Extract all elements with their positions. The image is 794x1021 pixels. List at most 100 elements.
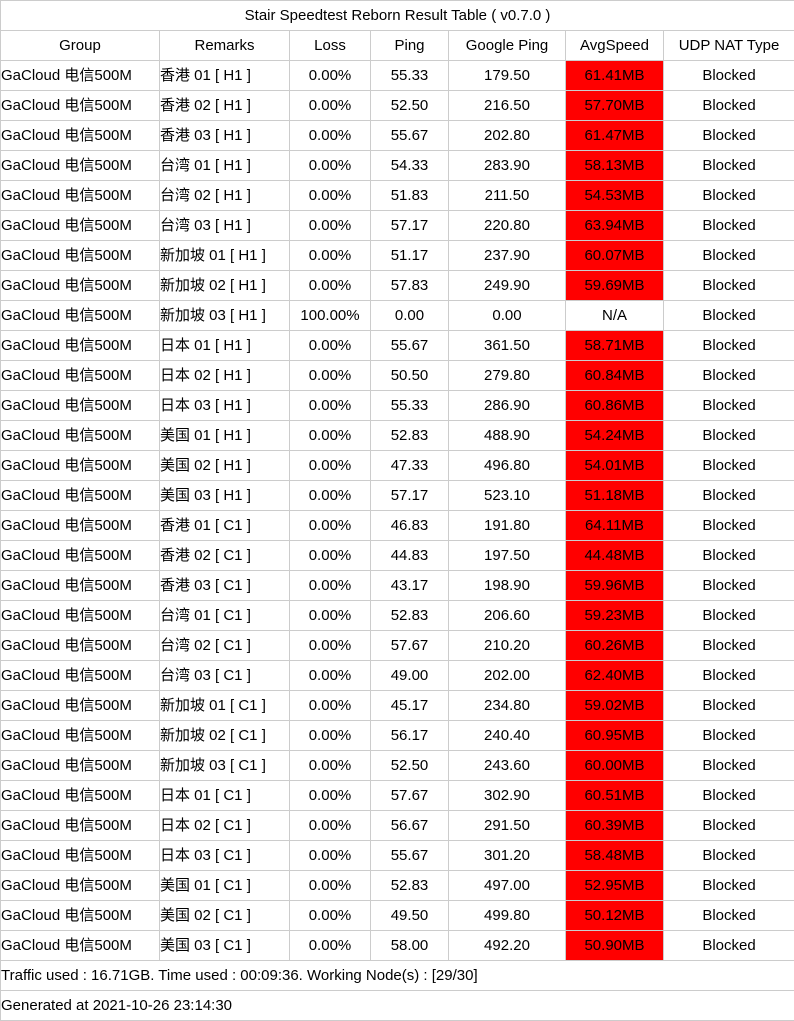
cell-group: GaCloud 电信500M — [1, 391, 160, 421]
cell-ping: 55.67 — [371, 121, 449, 151]
cell-group: GaCloud 电信500M — [1, 541, 160, 571]
cell-avgspeed: N/A — [566, 301, 664, 331]
cell-group: GaCloud 电信500M — [1, 841, 160, 871]
cell-ping: 55.67 — [371, 841, 449, 871]
cell-google-ping: 499.80 — [449, 901, 566, 931]
cell-loss: 0.00% — [290, 841, 371, 871]
title-row: Stair Speedtest Reborn Result Table ( v0… — [1, 1, 794, 31]
cell-remarks: 美国 01 [ C1 ] — [160, 871, 290, 901]
cell-avgspeed: 50.12MB — [566, 901, 664, 931]
traffic-summary: Traffic used : 16.71GB. Time used : 00:0… — [1, 961, 794, 991]
cell-google-ping: 497.00 — [449, 871, 566, 901]
cell-group: GaCloud 电信500M — [1, 871, 160, 901]
cell-avgspeed: 50.90MB — [566, 931, 664, 961]
cell-google-ping: 302.90 — [449, 781, 566, 811]
cell-group: GaCloud 电信500M — [1, 271, 160, 301]
column-header-avg-speed: AvgSpeed — [566, 31, 664, 61]
cell-remarks: 美国 03 [ H1 ] — [160, 481, 290, 511]
cell-group: GaCloud 电信500M — [1, 721, 160, 751]
cell-remarks: 日本 03 [ H1 ] — [160, 391, 290, 421]
cell-google-ping: 198.90 — [449, 571, 566, 601]
cell-google-ping: 283.90 — [449, 151, 566, 181]
cell-avgspeed: 54.01MB — [566, 451, 664, 481]
cell-remarks: 美国 03 [ C1 ] — [160, 931, 290, 961]
cell-udp-nat-type: Blocked — [664, 391, 794, 421]
cell-remarks: 台湾 02 [ H1 ] — [160, 181, 290, 211]
cell-ping: 44.83 — [371, 541, 449, 571]
cell-google-ping: 220.80 — [449, 211, 566, 241]
cell-loss: 0.00% — [290, 121, 371, 151]
cell-udp-nat-type: Blocked — [664, 571, 794, 601]
cell-remarks: 日本 02 [ C1 ] — [160, 811, 290, 841]
cell-loss: 0.00% — [290, 781, 371, 811]
cell-ping: 47.33 — [371, 451, 449, 481]
cell-group: GaCloud 电信500M — [1, 361, 160, 391]
cell-ping: 57.67 — [371, 781, 449, 811]
cell-google-ping: 291.50 — [449, 811, 566, 841]
cell-loss: 0.00% — [290, 391, 371, 421]
cell-avgspeed: 57.70MB — [566, 91, 664, 121]
cell-group: GaCloud 电信500M — [1, 451, 160, 481]
column-header-ping: Ping — [371, 31, 449, 61]
cell-group: GaCloud 电信500M — [1, 661, 160, 691]
cell-google-ping: 197.50 — [449, 541, 566, 571]
cell-ping: 55.67 — [371, 331, 449, 361]
cell-udp-nat-type: Blocked — [664, 121, 794, 151]
cell-remarks: 香港 02 [ C1 ] — [160, 541, 290, 571]
cell-loss: 0.00% — [290, 91, 371, 121]
cell-avgspeed: 58.13MB — [566, 151, 664, 181]
cell-ping: 57.17 — [371, 211, 449, 241]
cell-group: GaCloud 电信500M — [1, 781, 160, 811]
cell-remarks: 台湾 03 [ H1 ] — [160, 211, 290, 241]
cell-group: GaCloud 电信500M — [1, 181, 160, 211]
column-header-google-ping: Google Ping — [449, 31, 566, 61]
cell-google-ping: 216.50 — [449, 91, 566, 121]
cell-avgspeed: 59.23MB — [566, 601, 664, 631]
cell-remarks: 新加坡 01 [ H1 ] — [160, 241, 290, 271]
cell-ping: 45.17 — [371, 691, 449, 721]
cell-udp-nat-type: Blocked — [664, 481, 794, 511]
cell-remarks: 日本 01 [ H1 ] — [160, 331, 290, 361]
cell-group: GaCloud 电信500M — [1, 691, 160, 721]
cell-udp-nat-type: Blocked — [664, 781, 794, 811]
cell-loss: 0.00% — [290, 481, 371, 511]
cell-loss: 0.00% — [290, 151, 371, 181]
cell-remarks: 日本 01 [ C1 ] — [160, 781, 290, 811]
cell-google-ping: 240.40 — [449, 721, 566, 751]
cell-loss: 0.00% — [290, 511, 371, 541]
cell-google-ping: 210.20 — [449, 631, 566, 661]
cell-group: GaCloud 电信500M — [1, 751, 160, 781]
footer-row-generated: Generated at 2021-10-26 23:14:30 — [1, 991, 794, 1021]
cell-avgspeed: 58.48MB — [566, 841, 664, 871]
cell-google-ping: 492.20 — [449, 931, 566, 961]
cell-avgspeed: 59.96MB — [566, 571, 664, 601]
cell-udp-nat-type: Blocked — [664, 751, 794, 781]
cell-avgspeed: 60.26MB — [566, 631, 664, 661]
cell-remarks: 香港 02 [ H1 ] — [160, 91, 290, 121]
cell-udp-nat-type: Blocked — [664, 931, 794, 961]
page-title: Stair Speedtest Reborn Result Table ( v0… — [1, 1, 794, 31]
cell-group: GaCloud 电信500M — [1, 241, 160, 271]
cell-group: GaCloud 电信500M — [1, 61, 160, 91]
cell-google-ping: 211.50 — [449, 181, 566, 211]
cell-group: GaCloud 电信500M — [1, 631, 160, 661]
cell-ping: 51.17 — [371, 241, 449, 271]
cell-udp-nat-type: Blocked — [664, 151, 794, 181]
cell-loss: 0.00% — [290, 601, 371, 631]
cell-ping: 49.50 — [371, 901, 449, 931]
cell-google-ping: 279.80 — [449, 361, 566, 391]
cell-google-ping: 488.90 — [449, 421, 566, 451]
